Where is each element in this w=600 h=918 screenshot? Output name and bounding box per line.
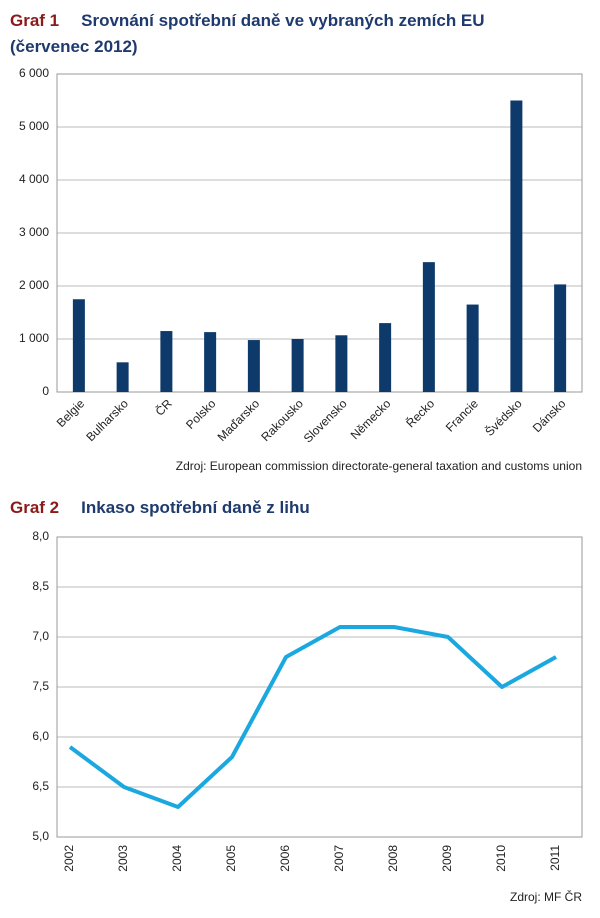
- y-tick-label: 1 000: [19, 331, 49, 345]
- chart-label: Graf 2: [10, 498, 60, 517]
- bar: [422, 262, 435, 392]
- x-tick-label: 2009: [440, 845, 454, 872]
- chart-label: Graf 1: [10, 11, 60, 30]
- y-tick-label: 5 000: [19, 119, 49, 133]
- x-tick-label: Slovensko: [301, 396, 350, 445]
- chart-title-text: Srovnání spotřební daně ve vybraných zem…: [10, 11, 485, 56]
- x-tick-label: 2005: [224, 845, 238, 872]
- x-tick-label: Polsko: [183, 396, 219, 432]
- plot-frame: [56, 536, 583, 838]
- bar: [72, 299, 85, 392]
- x-tick-label: Bulharsko: [83, 396, 131, 444]
- x-tick-label: Maďarsko: [215, 396, 263, 444]
- y-tick-label: 2 000: [19, 278, 49, 292]
- x-tick-label: Německo: [348, 396, 394, 442]
- x-tick-label: 2007: [332, 845, 346, 872]
- y-tick-label: 6 000: [19, 66, 49, 80]
- line: [68, 625, 557, 809]
- bar: [160, 331, 173, 392]
- source-note: Zdroj: European commission directorate-g…: [176, 459, 582, 473]
- x-tick-label: Belgie: [54, 396, 88, 430]
- y-tick-label: 8,0: [32, 529, 49, 543]
- bar: [510, 100, 523, 392]
- bar: [379, 323, 392, 392]
- y-tick-label: 8,5: [32, 579, 49, 593]
- bar: [335, 335, 348, 392]
- bar: [247, 340, 260, 392]
- chart-title: Graf 1 Srovnání spotřební daně ve vybraný…: [10, 8, 530, 60]
- bar: [116, 362, 129, 392]
- chart-title-text: Inkaso spotřební daně z lihu: [81, 498, 310, 517]
- bar: [204, 332, 217, 392]
- x-tick-label: 2006: [278, 845, 292, 872]
- x-tick-label: Dánsko: [530, 396, 569, 435]
- x-tick-label: 2011: [548, 845, 562, 871]
- y-tick-label: 3 000: [19, 225, 49, 239]
- x-tick-label: 2004: [170, 845, 184, 872]
- y-tick-label: 4 000: [19, 172, 49, 186]
- x-tick-label: Francie: [443, 396, 481, 434]
- x-tick-label: 2008: [386, 845, 400, 872]
- y-tick-label: 0: [42, 384, 49, 398]
- bar: [554, 284, 567, 392]
- x-tick-label: Švédsko: [482, 396, 525, 439]
- y-tick-label: 6,5: [32, 779, 49, 793]
- y-tick-label: 5,0: [32, 829, 49, 843]
- x-tick-label: ČR: [152, 396, 175, 419]
- chart-title: Graf 2 Inkaso spotřební daně z lihu: [10, 495, 530, 521]
- y-tick-label: 6,0: [32, 729, 49, 743]
- x-tick-label: 2010: [494, 845, 508, 872]
- plot-frame: [56, 73, 583, 393]
- bar: [466, 304, 479, 392]
- y-tick-label: 7,5: [32, 679, 49, 693]
- bar: [291, 339, 304, 392]
- y-tick-label: 7,0: [32, 629, 49, 643]
- x-tick-label: 2002: [62, 845, 76, 872]
- x-tick-label: Rakousko: [258, 396, 306, 444]
- source-note: Zdroj: MF ČR: [510, 889, 582, 904]
- x-tick-label: Řecko: [403, 396, 438, 431]
- x-tick-label: 2003: [116, 845, 130, 872]
